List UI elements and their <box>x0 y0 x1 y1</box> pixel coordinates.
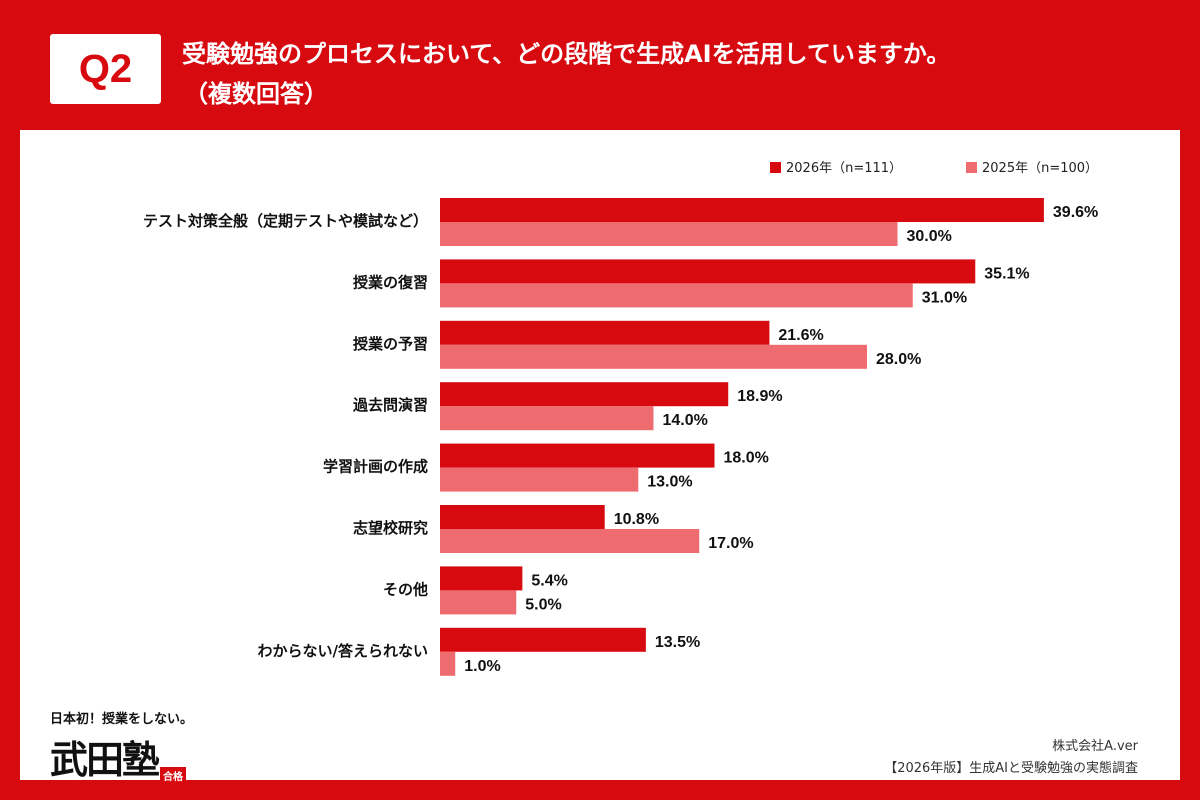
chart-panel: 2026年（n=111） 2025年（n=100） テスト対策全般（定期テストや模試… <box>20 130 1180 784</box>
bar-2025 <box>440 467 639 492</box>
logo-mark: 武田塾 合格 <box>50 729 210 784</box>
category-label: 過去問演習 <box>352 396 428 414</box>
data-label: 13.0% <box>647 474 692 491</box>
data-label: 10.8% <box>614 511 659 528</box>
page-title: 受験勉強のプロセスにおいて、どの段階で生成AIを活用していますか。 （複数回答） <box>182 34 950 114</box>
category-label: 授業の予習 <box>353 335 428 353</box>
data-label: 17.0% <box>708 535 753 552</box>
bar-2025 <box>440 590 517 615</box>
category-label: 志望校研究 <box>353 519 428 537</box>
data-label: 14.0% <box>663 412 708 429</box>
category-label: その他 <box>383 580 428 598</box>
category-label: わからない/答えられない <box>258 642 428 660</box>
bar-chart: 2026年（n=111） 2025年（n=100） テスト対策全般（定期テストや模試… <box>143 161 1098 676</box>
legend-swatch-0 <box>770 162 781 173</box>
bar-2026 <box>440 259 976 284</box>
logo-stamp: 合格 <box>160 767 187 784</box>
category-label: テスト対策全般（定期テストや模試など） <box>143 212 428 230</box>
data-label: 18.0% <box>724 450 769 467</box>
legend-label-0: 2026年（n=111） <box>786 161 902 176</box>
data-label: 5.4% <box>531 572 567 589</box>
data-label: 21.6% <box>778 327 823 344</box>
data-label: 30.0% <box>907 228 952 245</box>
bar-2026 <box>440 443 715 468</box>
bar-2025 <box>440 651 456 676</box>
logo-tagline: 日本初！授業をしない。 <box>50 712 194 727</box>
data-label: 5.0% <box>525 596 561 613</box>
title-line-2: （複数回答） <box>184 80 328 108</box>
logo-name: 武田塾 <box>50 737 160 782</box>
data-label: 28.0% <box>876 351 921 368</box>
data-label: 39.6% <box>1053 204 1098 221</box>
bar-2026 <box>440 566 523 591</box>
company-name: 株式会社A.ver <box>1052 739 1138 754</box>
data-label: 31.0% <box>922 289 967 306</box>
category-label: 授業の復習 <box>353 273 428 291</box>
data-label: 13.5% <box>655 634 700 651</box>
data-label: 18.9% <box>737 388 782 405</box>
takeda-juku-logo: 日本初！授業をしない。 武田塾 合格 <box>50 708 210 784</box>
category-label: 学習計画の作成 <box>323 458 428 476</box>
bar-2026 <box>440 198 1044 222</box>
bar-2025 <box>440 529 700 553</box>
survey-source: 【2026年版】生成AIと受験勉強の実態調査 <box>884 761 1138 776</box>
data-label: 35.1% <box>984 265 1029 282</box>
question-badge: Q2 <box>50 34 161 104</box>
bar-2026 <box>440 320 770 345</box>
bar-2026 <box>440 627 646 652</box>
bar-2025 <box>440 406 654 431</box>
bar-2026 <box>440 382 729 407</box>
legend-swatch-1 <box>966 162 977 173</box>
bar-2025 <box>440 222 898 246</box>
legend-label-1: 2025年（n=100） <box>982 161 1098 176</box>
title-line-1: 受験勉強のプロセスにおいて、どの段階で生成AIを活用していますか。 <box>182 40 951 68</box>
bar-2025 <box>440 283 913 308</box>
bar-2025 <box>440 344 867 369</box>
question-number: Q2 <box>78 46 133 91</box>
data-label: 1.0% <box>464 658 500 675</box>
bar-2026 <box>440 505 605 529</box>
